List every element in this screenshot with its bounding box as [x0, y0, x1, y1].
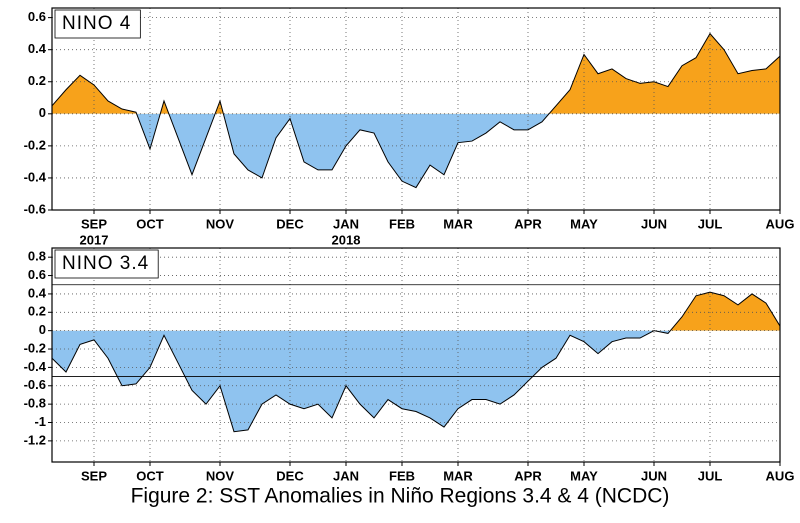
caption: Figure 2: SST Anomalies in Niño Regions …	[131, 485, 670, 508]
x-tick-label: JUL	[698, 468, 723, 483]
x-tick-label: SEP	[81, 468, 107, 483]
x-tick-label: AUG	[766, 216, 795, 231]
y-tick-label: -0.4	[24, 359, 47, 374]
x-tick-label: JUN	[641, 216, 667, 231]
plot-frame	[51, 7, 781, 211]
y-tick-label: 0	[39, 105, 46, 120]
panel-title-box	[54, 249, 159, 279]
x-tick-label: FEB	[389, 468, 415, 483]
x-tick-label: MAY	[570, 468, 598, 483]
x-tick-label: AUG	[766, 468, 795, 483]
x-tick-label: MAR	[443, 468, 473, 483]
year-label: 2017	[80, 232, 109, 247]
positive-area	[52, 33, 780, 114]
y-tick-label: 0	[39, 322, 46, 337]
y-tick-label: 0.8	[28, 249, 46, 264]
y-tick-label: 0.6	[28, 9, 46, 24]
panel-title: NINO 4	[62, 13, 131, 34]
x-tick-label: NOV	[206, 216, 235, 231]
year-label: 2018	[332, 232, 361, 247]
x-tick-label: SEP	[81, 216, 107, 231]
x-tick-label: DEC	[276, 216, 304, 231]
y-tick-label: -0.6	[24, 377, 46, 392]
x-tick-label: NOV	[206, 468, 235, 483]
y-tick-label: -0.2	[24, 340, 46, 355]
y-tick-label: 0.4	[28, 285, 47, 300]
x-tick-label: JAN	[333, 468, 359, 483]
x-tick-label: APR	[514, 468, 542, 483]
x-tick-label: MAR	[443, 216, 473, 231]
negative-area	[52, 330, 780, 432]
x-tick-label: OCT	[136, 216, 164, 231]
y-tick-label: 0.2	[28, 73, 46, 88]
y-tick-label: 0.6	[28, 267, 46, 282]
y-tick-label: -0.2	[24, 137, 46, 152]
x-tick-label: JUN	[641, 468, 667, 483]
y-tick-label: -1	[34, 414, 46, 429]
x-tick-label: DEC	[276, 468, 304, 483]
y-tick-label: -0.6	[24, 201, 46, 216]
anomaly-line	[51, 32, 781, 189]
y-tick-label: -0.8	[24, 396, 46, 411]
y-tick-label: -1.2	[24, 432, 46, 447]
y-tick-label: 0.4	[28, 41, 47, 56]
x-tick-label: JAN	[333, 216, 359, 231]
y-tick-label: 0.2	[28, 304, 46, 319]
panel-title: NINO 3.4	[62, 253, 149, 274]
positive-area	[670, 292, 780, 331]
x-tick-label: JUL	[698, 216, 723, 231]
x-tick-label: FEB	[389, 216, 415, 231]
y-tick-label: -0.4	[24, 169, 47, 184]
plot-frame	[51, 247, 781, 463]
x-tick-label: MAY	[570, 216, 598, 231]
anomaly-line	[51, 291, 781, 433]
x-tick-label: APR	[514, 216, 542, 231]
x-tick-label: OCT	[136, 468, 164, 483]
panel-title-box	[54, 9, 141, 39]
negative-area	[52, 113, 780, 188]
